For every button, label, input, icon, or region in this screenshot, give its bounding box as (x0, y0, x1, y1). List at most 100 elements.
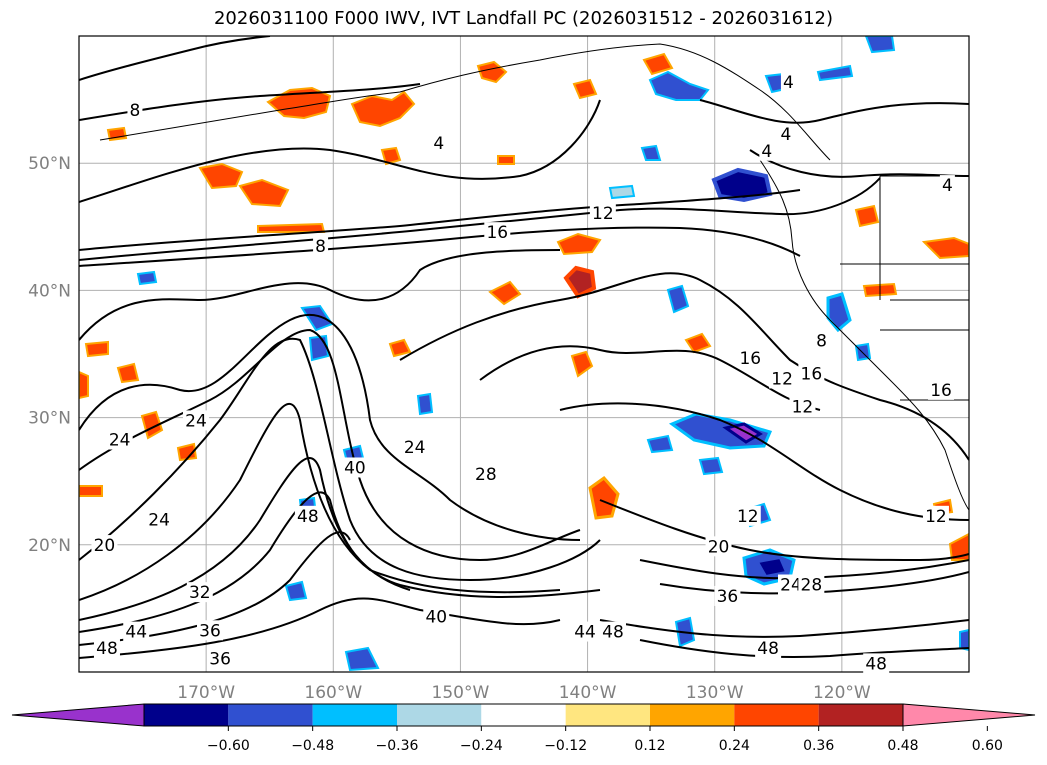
contour-label: 16 (930, 381, 952, 401)
contour-label: 12 (737, 507, 759, 527)
contour-label: 16 (486, 223, 508, 243)
colorbar-tick-label: −0.48 (291, 738, 334, 754)
contour-label: 48 (757, 639, 779, 659)
contour-label: 4 (781, 125, 792, 145)
colorbar-segment (397, 704, 482, 726)
iwv-contour (599, 499, 969, 562)
negative-anomaly-area (640, 144, 662, 161)
negative-anomaly-area (308, 334, 330, 362)
contour-label: 24 (404, 438, 426, 458)
contour-label-bg (186, 582, 213, 603)
contour-label-bg (423, 606, 450, 627)
iwv-contour (659, 571, 969, 595)
negative-anomaly-area (666, 284, 690, 314)
negative-anomaly-area (416, 392, 434, 416)
contour-label: 36 (717, 587, 739, 607)
positive-anomaly-area (563, 265, 597, 299)
lat-tick-label: 20°N (28, 536, 71, 556)
iwv-contour (699, 99, 969, 124)
contour-label: 40 (425, 607, 447, 627)
colorbar-extend-max (902, 703, 1036, 727)
contour-label-bg (127, 100, 143, 121)
contour-label-bg (484, 222, 511, 243)
contour-label: 8 (315, 237, 326, 257)
lon-tick-label: 170°W (177, 683, 235, 703)
contour-label: 16 (739, 349, 761, 369)
lon-tick-label: 140°W (559, 683, 617, 703)
state-borders (840, 175, 969, 401)
contour-label-bg (182, 410, 209, 431)
contour-label-bg (589, 203, 616, 224)
contour-label-bg (106, 429, 133, 450)
contour-label-bg (939, 175, 955, 196)
negative-anomaly-area (722, 422, 763, 444)
negative-anomaly-area (608, 184, 636, 200)
positive-anomaly-area (79, 485, 103, 497)
gridlines (79, 36, 969, 672)
contour-label-bg (769, 368, 796, 389)
lon-tick-label: 150°W (432, 683, 490, 703)
contour-label-bg (755, 638, 782, 659)
colorbar-segment (734, 704, 819, 726)
iwv-contour (79, 189, 801, 251)
positive-anomaly-area (106, 126, 128, 142)
plot-area (79, 36, 969, 672)
colorbar-tick-label: 0.12 (634, 738, 665, 754)
contour-label: 44 (125, 623, 147, 643)
positive-anomaly-area (176, 442, 198, 462)
contour-label: 48 (96, 639, 118, 659)
contour-label: 40 (344, 458, 366, 478)
positive-anomaly-area (350, 90, 416, 128)
colorbar-extend-min (11, 703, 145, 727)
colorbar-segment (818, 704, 903, 726)
positive-anomaly-area (79, 370, 89, 400)
positive-anomaly-area (497, 155, 515, 165)
longitude-axis: 170°W 160°W 150°W 140°W 130°W 120°W (177, 683, 871, 703)
latitude-axis: 50°N 40°N 30°N 20°N (28, 154, 71, 556)
colorbar-tick-label: −0.12 (544, 738, 587, 754)
iwv-contour (79, 457, 601, 621)
contour-label: 28 (475, 465, 497, 485)
contour-label-bg (814, 330, 830, 351)
contour-label-bg (91, 535, 118, 556)
lat-tick-label: 50°N (28, 154, 71, 174)
contour-label: 12 (592, 204, 614, 224)
coastline-layer (99, 43, 969, 511)
positive-anomaly-area (642, 52, 674, 76)
contour-label: 48 (602, 623, 624, 643)
positive-anomaly-area (84, 340, 109, 358)
contour-label: 24 (148, 511, 170, 531)
contour-label-bg (123, 621, 150, 642)
contour-label: 24 (185, 411, 207, 431)
negative-anomaly-area (284, 580, 308, 602)
contour-label: 8 (816, 331, 827, 351)
contour-label: 44 (574, 623, 596, 643)
lat-tick-label: 40°N (28, 281, 71, 301)
lon-tick-label: 120°W (813, 683, 871, 703)
contour-label-bg (705, 536, 732, 557)
contour-label-bg (780, 72, 796, 93)
colorbar (11, 703, 1036, 727)
positive-anomaly-area (380, 146, 402, 166)
colorbar-tick-label: 0.48 (887, 738, 918, 754)
contour-label: 4 (761, 142, 772, 162)
colorbar-tick-label: −0.36 (376, 738, 419, 754)
map-title: 2026031100 F000 IWV, IVT Landfall PC (20… (213, 8, 834, 29)
contour-label-bg (778, 574, 804, 595)
colorbar-tick-label: −0.60 (207, 738, 250, 754)
contour-label-bg (798, 574, 825, 595)
contour-label-bg (789, 396, 816, 417)
positive-anomaly-area (198, 162, 244, 190)
contour-label: 16 (801, 364, 823, 384)
colorbar-segment (312, 704, 397, 726)
negative-anomaly-area (864, 36, 896, 54)
contour-label: 12 (792, 397, 814, 417)
negative-anomaly-area (826, 292, 852, 333)
contour-label-bg (472, 463, 499, 484)
iwv-contour (749, 149, 969, 178)
positive-anomaly-area (556, 232, 602, 256)
positive-anomaly-area (488, 280, 522, 306)
positive-anomaly-area (570, 350, 594, 378)
contour-label-bg (207, 648, 234, 669)
